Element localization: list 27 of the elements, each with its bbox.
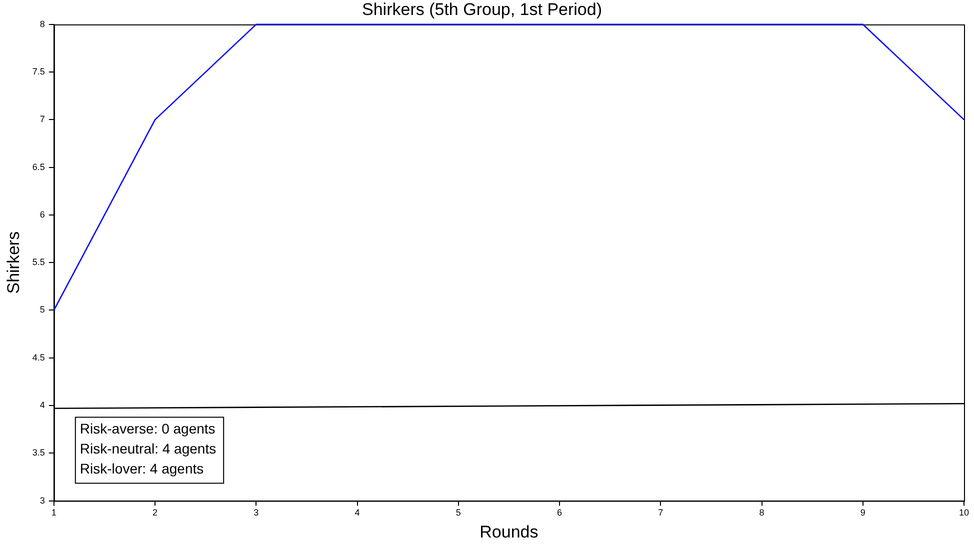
y-tick-label: 6.5	[32, 162, 45, 172]
x-axis-title: Rounds	[480, 522, 538, 542]
x-tick-label: 6	[557, 508, 562, 518]
chart-title: Shirkers (5th Group, 1st Period)	[362, 0, 602, 19]
y-tick-label: 4.5	[32, 352, 45, 362]
y-tick-label: 4	[40, 400, 45, 410]
x-tick-label: 1	[51, 508, 56, 518]
x-tick-label: 4	[354, 508, 360, 518]
y-tick-label: 5	[40, 304, 45, 315]
x-tick-label: 3	[254, 508, 259, 518]
y-axis-title: Shirkers	[4, 231, 23, 294]
annotation: Risk-neutral: 4 agents	[80, 440, 216, 457]
x-tick-label: 10	[958, 508, 970, 518]
x-tick-label: 9	[860, 508, 866, 518]
y-tick-label: 7.5	[32, 66, 45, 77]
y-tick-label: 3.5	[32, 448, 45, 458]
y-tick-label: 3	[40, 495, 45, 506]
x-tick-label: 8	[759, 508, 764, 518]
y-tick-label: 6	[40, 209, 45, 220]
x-tick-label: 5	[456, 508, 461, 518]
annotation: Risk-lover: 4 agents	[80, 460, 204, 477]
y-tick-label: 8	[40, 18, 45, 29]
x-tick-label: 7	[658, 508, 664, 518]
y-tick-label: 7	[40, 114, 45, 124]
y-tick-label: 5.5	[32, 257, 45, 268]
annotation: Risk-averse: 0 agents	[80, 420, 216, 437]
x-tick-label: 2	[152, 508, 158, 518]
